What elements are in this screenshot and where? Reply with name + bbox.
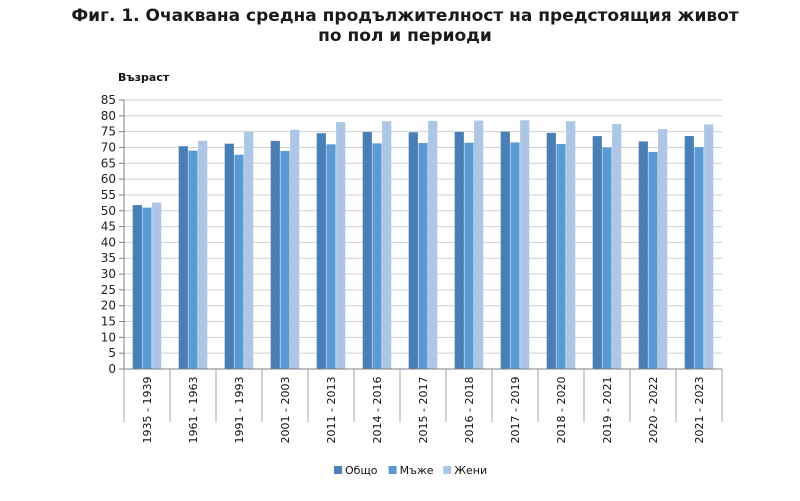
x-tick-label: 2020 - 2022 [647, 377, 660, 444]
x-tick-label: 1991 - 1993 [233, 377, 246, 444]
y-tick-label: 10 [101, 330, 116, 344]
x-tick-label: 2014 - 2016 [371, 377, 384, 444]
bar-Мъже-2014-2016 [372, 143, 382, 369]
x-tick-label: 2021 - 2023 [693, 377, 706, 444]
legend: Общо Мъже Жени [334, 464, 487, 477]
x-tick-label: 2019 - 2021 [601, 377, 614, 444]
bar-Мъже-2019-2021 [602, 147, 612, 369]
bar-Общо-2015-2017 [408, 132, 418, 369]
x-tick-label: 1935 - 1939 [141, 377, 154, 444]
bar-Жени-1935-1939 [152, 202, 162, 369]
bar-Общо-2017-2019 [500, 131, 510, 369]
bar-Общо-2021-2023 [684, 136, 694, 369]
y-axis-title: Възраст [118, 71, 170, 84]
y-tick-label: 20 [101, 299, 116, 313]
y-tick-label: 65 [101, 156, 116, 170]
bar-Жени-2019-2021 [612, 124, 622, 370]
bar-Мъже-1961-1963 [188, 150, 198, 369]
bar-Жени-2011-2013 [336, 122, 346, 369]
bar-Мъже-2015-2017 [418, 143, 428, 369]
y-tick-label: 5 [108, 346, 116, 360]
bar-Общо-2014-2016 [362, 131, 372, 369]
y-tick-label: 45 [101, 220, 116, 234]
y-tick-label: 70 [101, 140, 116, 154]
bar-Мъже-2018-2020 [556, 143, 566, 369]
bar-Общо-1991-1993 [224, 143, 234, 369]
bar-Жени-2020-2022 [658, 129, 668, 369]
bar-Мъже-1935-1939 [142, 207, 152, 369]
bar-Мъже-2021-2023 [694, 147, 704, 369]
x-tick-label: 2001 - 2003 [279, 377, 292, 444]
x-axis: 1935 - 1939 1961 - 1963 1991 - 1993 2001 - … [123, 368, 723, 444]
y-tick-label: 60 [101, 172, 116, 186]
y-tick-label: 50 [101, 204, 116, 218]
bar-Мъже-2001-2003 [280, 150, 290, 369]
bar-Жени-2018-2020 [566, 121, 576, 370]
bar-Общо-2018-2020 [546, 132, 556, 369]
y-tick-label: 30 [101, 267, 116, 281]
bar-Общо-2016-2018 [454, 131, 464, 369]
bar-Общо-2001-2003 [270, 140, 280, 369]
y-tick-label: 25 [101, 283, 116, 297]
bar-Общо-2011-2013 [316, 133, 326, 369]
bars [132, 120, 714, 370]
bar-Мъже-2017-2019 [510, 142, 520, 369]
bar-Жени-2021-2023 [704, 124, 714, 370]
legend-label: Общо [345, 464, 378, 477]
y-tick-label: 75 [101, 125, 116, 139]
bar-Жени-1961-1963 [198, 140, 208, 369]
bar-Жени-2001-2003 [290, 129, 300, 369]
bar-Мъже-2016-2018 [464, 142, 474, 369]
legend-swatch [334, 466, 342, 474]
x-tick-label: 2015 - 2017 [417, 377, 430, 444]
y-tick-label: 85 [101, 93, 116, 107]
bar-Жени-2014-2016 [382, 121, 392, 370]
legend-label: Жени [454, 464, 487, 477]
legend-label: Мъже [400, 464, 434, 477]
bar-Мъже-1991-1993 [234, 154, 244, 369]
bar-Общо-1961-1963 [178, 146, 188, 369]
x-tick-label: 2011 - 2013 [325, 377, 338, 444]
bar-Жени-1991-1993 [244, 131, 254, 369]
bar-Общо-2019-2021 [592, 136, 602, 369]
legend-swatch [388, 466, 397, 474]
y-tick-label: 15 [101, 315, 116, 329]
x-tick-label: 2016 - 2018 [463, 377, 476, 444]
bar-Мъже-2011-2013 [326, 144, 336, 369]
x-tick-label: 2018 - 2020 [555, 377, 568, 444]
legend-swatch [443, 466, 452, 474]
y-tick-label: 35 [101, 251, 116, 265]
y-tick-label: 0 [108, 362, 116, 376]
x-tick-label: 1961 - 1963 [187, 377, 200, 444]
bar-Жени-2015-2017 [428, 120, 438, 370]
bar-Общо-2020-2022 [638, 141, 648, 369]
y-tick-label: 80 [101, 109, 116, 123]
chart-title: Фиг. 1. Очаквана средна продължителност … [71, 6, 739, 46]
y-tick-label: 40 [101, 235, 116, 249]
bar-Общо-1935-1939 [132, 205, 142, 369]
y-tick-label: 55 [101, 188, 116, 202]
bar-Жени-2017-2019 [520, 120, 530, 369]
bar-Жени-2016-2018 [474, 120, 484, 369]
x-tick-label: 2017 - 2019 [509, 377, 522, 444]
bar-Мъже-2020-2022 [648, 151, 658, 369]
